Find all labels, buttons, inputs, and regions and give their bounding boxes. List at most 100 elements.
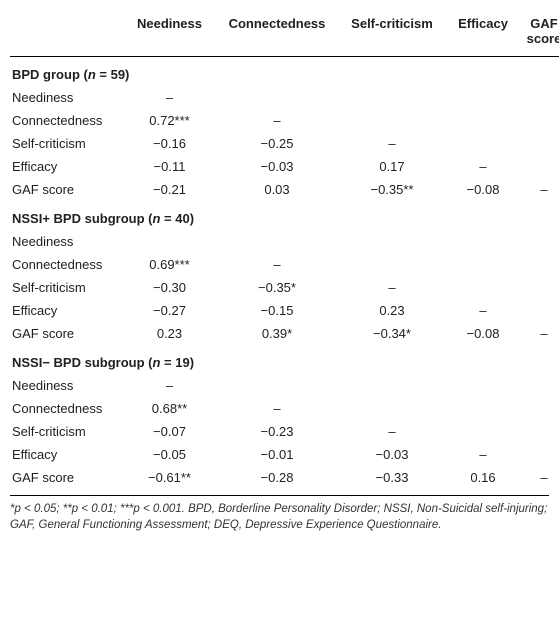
cell-value: 0.69*** [122, 253, 217, 276]
cell-value: 0.72*** [122, 109, 217, 132]
cell-value: −0.03 [337, 443, 447, 466]
cell-value: 0.03 [217, 178, 337, 201]
row-label: Self-criticism [10, 420, 122, 443]
cell-value: −0.16 [122, 132, 217, 155]
row-label: Efficacy [10, 155, 122, 178]
col-header: GAF score [519, 12, 559, 57]
cell-value: – [447, 155, 519, 178]
cell-value: −0.03 [217, 155, 337, 178]
row-label: Efficacy [10, 443, 122, 466]
group-title: NSSI− BPD subgroup (n = 19) [10, 345, 559, 374]
cell-value: −0.21 [122, 178, 217, 201]
cell-value: −0.08 [447, 322, 519, 345]
cell-value: −0.30 [122, 276, 217, 299]
cell-value: 0.17 [337, 155, 447, 178]
cell-value: 0.23 [122, 322, 217, 345]
row-label: Neediness [10, 86, 122, 109]
cell-value: −0.35** [337, 178, 447, 201]
group-header-row: NSSI− BPD subgroup (n = 19) [10, 345, 559, 374]
row-label: Connectedness [10, 109, 122, 132]
cell-value [217, 230, 337, 253]
cell-value [519, 155, 559, 178]
cell-value [337, 374, 447, 397]
cell-value: – [337, 420, 447, 443]
cell-value [337, 86, 447, 109]
cell-value: 0.16 [447, 466, 519, 489]
cell-value: 0.68** [122, 397, 217, 420]
cell-value [337, 230, 447, 253]
table-row: Efficacy−0.05−0.01−0.03– [10, 443, 559, 466]
cell-value [447, 230, 519, 253]
cell-value: −0.25 [217, 132, 337, 155]
cell-value [519, 109, 559, 132]
cell-value [337, 253, 447, 276]
cell-value [519, 443, 559, 466]
cell-value [122, 230, 217, 253]
cell-value: −0.11 [122, 155, 217, 178]
row-label: Neediness [10, 230, 122, 253]
cell-value [217, 86, 337, 109]
header-blank [10, 12, 122, 57]
cell-value [337, 109, 447, 132]
cell-value: −0.34* [337, 322, 447, 345]
cell-value: −0.05 [122, 443, 217, 466]
cell-value: −0.15 [217, 299, 337, 322]
table-row: Self-criticism−0.30−0.35*– [10, 276, 559, 299]
col-header: Connectedness [217, 12, 337, 57]
table-row: Neediness– [10, 374, 559, 397]
row-label: Self-criticism [10, 276, 122, 299]
group-title: BPD group (n = 59) [10, 57, 559, 87]
row-label: GAF score [10, 466, 122, 489]
cell-value [519, 397, 559, 420]
cell-value: – [337, 276, 447, 299]
cell-value [447, 397, 519, 420]
table-row: GAF score−0.61**−0.28−0.330.16– [10, 466, 559, 489]
cell-value [447, 109, 519, 132]
cell-value: – [447, 443, 519, 466]
group-title: NSSI+ BPD subgroup (n = 40) [10, 201, 559, 230]
row-label: GAF score [10, 322, 122, 345]
cell-value [519, 374, 559, 397]
cell-value: −0.23 [217, 420, 337, 443]
cell-value [447, 132, 519, 155]
col-header: Self-criticism [337, 12, 447, 57]
table-row: Self-criticism−0.07−0.23– [10, 420, 559, 443]
cell-value: −0.61** [122, 466, 217, 489]
cell-value: −0.27 [122, 299, 217, 322]
table-row: Efficacy−0.27−0.150.23– [10, 299, 559, 322]
cell-value [337, 397, 447, 420]
cell-value: – [337, 132, 447, 155]
cell-value: – [519, 322, 559, 345]
table-row: Neediness– [10, 86, 559, 109]
group-header-row: NSSI+ BPD subgroup (n = 40) [10, 201, 559, 230]
col-header: Neediness [122, 12, 217, 57]
cell-value: – [217, 109, 337, 132]
row-label: Connectedness [10, 397, 122, 420]
cell-value [217, 374, 337, 397]
table-body: BPD group (n = 59)Neediness–Connectednes… [10, 57, 559, 490]
cell-value: −0.07 [122, 420, 217, 443]
cell-value: 0.23 [337, 299, 447, 322]
row-label: Connectedness [10, 253, 122, 276]
cell-value: – [447, 299, 519, 322]
cell-value: – [217, 397, 337, 420]
cell-value [519, 86, 559, 109]
cell-value: −0.33 [337, 466, 447, 489]
table-row: GAF score0.230.39*−0.34*−0.08– [10, 322, 559, 345]
cell-value: – [217, 253, 337, 276]
row-label: Self-criticism [10, 132, 122, 155]
table-row: Connectedness0.68**– [10, 397, 559, 420]
cell-value: – [519, 178, 559, 201]
row-label: GAF score [10, 178, 122, 201]
cell-value [447, 276, 519, 299]
row-label: Neediness [10, 374, 122, 397]
cell-value [447, 86, 519, 109]
cell-value: – [122, 374, 217, 397]
cell-value [519, 276, 559, 299]
table-row: Efficacy−0.11−0.030.17– [10, 155, 559, 178]
cell-value [447, 253, 519, 276]
table-header-row: Neediness Connectedness Self-criticism E… [10, 12, 559, 57]
cell-value [519, 420, 559, 443]
table-row: Connectedness0.72***– [10, 109, 559, 132]
table-row: Connectedness0.69***– [10, 253, 559, 276]
